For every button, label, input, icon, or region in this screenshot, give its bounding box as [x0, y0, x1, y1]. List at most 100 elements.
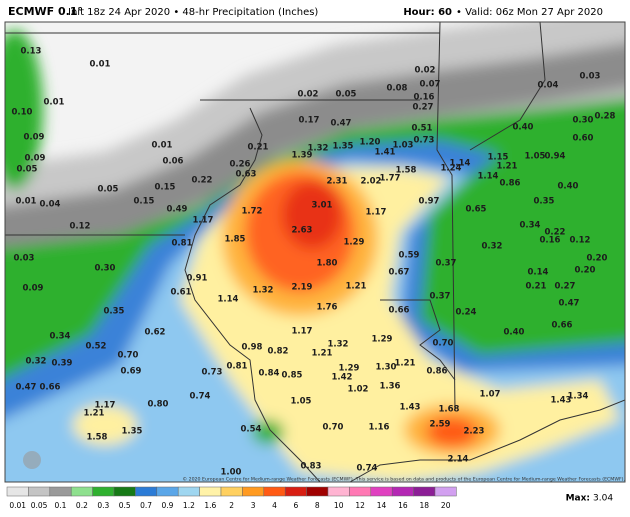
value-label: 1.20 — [360, 138, 381, 148]
value-label: 1.07 — [480, 390, 501, 400]
value-label: 0.37 — [430, 292, 451, 302]
value-label: 1.21 — [346, 282, 367, 292]
value-label: 0.27 — [413, 103, 434, 113]
colorbar-label: 2 — [229, 501, 234, 510]
value-label: 1.17 — [292, 327, 313, 337]
colorbar-cell — [327, 486, 350, 497]
value-label: 0.74 — [190, 392, 211, 402]
max-value: 3.04 — [593, 494, 613, 504]
value-label: 0.52 — [86, 342, 107, 352]
colorbar-label: 10 — [334, 501, 344, 510]
colorbar-label: 3 — [251, 501, 256, 510]
value-label: 1.32 — [308, 144, 329, 154]
colorbar-label: 0.9 — [162, 501, 174, 510]
value-label: 0.70 — [433, 339, 454, 349]
value-label: 0.06 — [163, 157, 184, 167]
value-label: 0.17 — [299, 116, 320, 126]
colorbar-label: 0.5 — [119, 501, 131, 510]
value-label: 0.66 — [552, 321, 573, 331]
value-label: 0.60 — [573, 134, 594, 144]
value-label: 1.30 — [376, 363, 397, 373]
value-label: 1.16 — [369, 423, 390, 433]
value-label: 0.30 — [95, 264, 116, 274]
value-label: 1.35 — [333, 142, 354, 152]
value-label: 0.07 — [420, 80, 441, 90]
value-label: 0.24 — [456, 308, 477, 318]
value-label: 0.05 — [98, 185, 119, 195]
value-label: 0.80 — [148, 400, 169, 410]
value-label: 2.02 — [361, 177, 382, 187]
value-label: 0.03 — [580, 72, 601, 82]
value-label: 1.77 — [380, 174, 401, 184]
colorbar-cell — [6, 486, 29, 497]
value-label: 2.14 — [448, 455, 469, 465]
value-label: 1.58 — [396, 166, 417, 176]
max-label: Max: — [566, 494, 590, 504]
value-label: 1.41 — [375, 148, 396, 158]
colorbar-label: 14 — [377, 501, 387, 510]
colorbar-label: 0.2 — [76, 501, 88, 510]
value-label: 1.34 — [568, 392, 589, 402]
value-label: 0.08 — [387, 84, 408, 94]
value-label: 1.00 — [221, 468, 242, 478]
colorbar-label: 16 — [398, 501, 408, 510]
value-label: 0.82 — [268, 347, 289, 357]
value-label: 0.21 — [526, 282, 547, 292]
value-label: 0.01 — [90, 60, 111, 70]
colorbar-cell — [177, 486, 200, 497]
colorbar-cell — [156, 486, 179, 497]
value-label: 0.05 — [336, 90, 357, 100]
colorbar-cell — [413, 486, 436, 497]
value-label: 0.35 — [534, 197, 555, 207]
value-label: 0.61 — [171, 288, 192, 298]
value-label: 1.02 — [348, 385, 369, 395]
value-label: 1.14 — [450, 159, 471, 169]
value-label: 1.43 — [400, 403, 421, 413]
run-info: Init 18z 24 Apr 2020 • 48-hr Precipitati… — [68, 7, 318, 18]
value-label: 0.15 — [134, 197, 155, 207]
value-label: 0.85 — [282, 371, 303, 381]
value-label: 0.09 — [24, 133, 45, 143]
value-label: 0.91 — [187, 274, 208, 284]
logo — [23, 451, 41, 469]
value-label: 2.63 — [292, 226, 313, 236]
value-label: 1.17 — [95, 401, 116, 411]
copyright: © 2020 European Centre for Medium-range … — [182, 476, 625, 483]
colorbar-label: 6 — [294, 501, 299, 510]
value-label: 1.42 — [332, 373, 353, 383]
value-label: 1.43 — [551, 396, 572, 406]
colorbar-cell — [306, 486, 329, 497]
colorbar-cell — [113, 486, 136, 497]
value-label: 1.85 — [225, 235, 246, 245]
value-label: 0.59 — [399, 251, 420, 261]
value-label: 0.70 — [118, 351, 139, 361]
hour: Hour: 60 — [403, 7, 452, 18]
value-label: 0.12 — [70, 222, 91, 232]
value-label: 1.14 — [218, 295, 239, 305]
colorbar-cell — [135, 486, 158, 497]
value-label: 0.40 — [513, 123, 534, 133]
colorbar-label: 18 — [420, 501, 430, 510]
value-label: 0.01 — [16, 197, 37, 207]
value-label: 1.15 — [488, 153, 509, 163]
colorbar-cell — [92, 486, 115, 497]
value-label: 0.86 — [500, 179, 521, 189]
value-label: 0.49 — [167, 205, 188, 215]
value-label: 1.29 — [344, 238, 365, 248]
colorbar-label: 20 — [441, 501, 451, 510]
value-label: 0.35 — [104, 307, 125, 317]
value-label: 0.32 — [482, 242, 503, 252]
value-label: 0.20 — [575, 266, 596, 276]
value-label: 0.16 — [540, 236, 561, 246]
value-label: 1.24 — [441, 164, 462, 174]
value-label: 0.81 — [172, 239, 193, 249]
colorbar-cell — [242, 486, 265, 497]
value-label: 1.32 — [253, 286, 274, 296]
value-label: 2.23 — [464, 427, 485, 437]
value-label: 0.98 — [242, 343, 263, 353]
value-label: 0.40 — [504, 328, 525, 338]
value-label: 1.05 — [525, 152, 546, 162]
value-label: 0.83 — [301, 462, 322, 472]
value-label: 1.21 — [395, 359, 416, 369]
